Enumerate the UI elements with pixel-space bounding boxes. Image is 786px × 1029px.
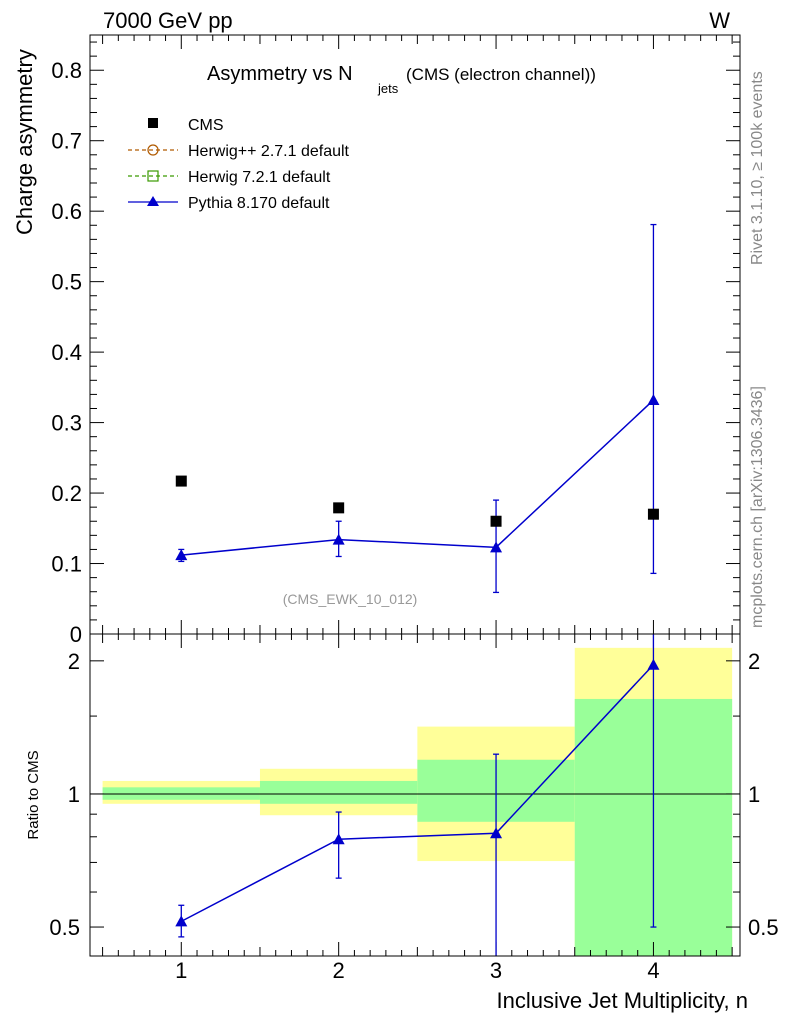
- xtick-label-1: 1: [175, 958, 187, 983]
- ratio-ytick-label-right-3: 2: [748, 649, 760, 674]
- pythia-point-3: [490, 541, 503, 553]
- legend: CMS Herwig++ 2.7.1 default Herwig 7.2.1 …: [128, 117, 350, 212]
- legend-marker-herwig7: [147, 170, 159, 182]
- y-axis-label: Charge asymmetry: [12, 49, 37, 235]
- main-ytick-label-7: 0.6: [51, 199, 82, 224]
- main-ytick-label-4: 0.3: [51, 411, 82, 436]
- legend-marker-cms: [148, 118, 158, 128]
- main-ytick-label-6: 0.5: [51, 270, 82, 295]
- ratio-band-inner-2: [259, 780, 418, 804]
- analysis-watermark: (CMS_EWK_10_012): [283, 591, 418, 607]
- legend-label-herwigpp: Herwig++ 2.7.1 default: [188, 143, 350, 160]
- ratio-pythia-line: [180, 664, 654, 923]
- main-ytick-label-1: 0: [70, 622, 82, 647]
- legend-marker-herwigpp: [147, 144, 159, 156]
- pythia-point-2: [332, 533, 345, 545]
- ratio-frame: [89, 633, 741, 957]
- ratio-ytick-label-left-2: 1: [68, 782, 80, 807]
- title-main: Asymmetry vs N: [207, 63, 353, 85]
- ratio-y-axis-label: Ratio to CMS: [25, 750, 42, 839]
- title-suffix: (CMS (electron channel)): [406, 65, 596, 84]
- pythia-point-4: [647, 394, 660, 406]
- main-ytick-label-2: 0.1: [51, 552, 82, 577]
- legend-item-pythia: Pythia 8.170 default: [128, 195, 330, 212]
- title-subscript: jets: [377, 81, 399, 96]
- mcplots-reference-label: mcplots.cern.ch [arXiv:1306.3436]: [749, 386, 766, 628]
- main-ytick-label-8: 0.7: [51, 129, 82, 154]
- energy-label: 7000 GeV pp: [103, 8, 233, 33]
- legend-label-pythia: Pythia 8.170 default: [188, 195, 330, 212]
- legend-item-herwig7: Herwig 7.2.1 default: [128, 169, 331, 186]
- ratio-pythia-point-3: [490, 827, 503, 839]
- xtick-label-4: 4: [647, 958, 659, 983]
- legend-label-herwig7: Herwig 7.2.1 default: [188, 169, 331, 186]
- x-axis-label: Inclusive Jet Multiplicity, n: [497, 988, 748, 1013]
- rivet-version-label: Rivet 3.1.10, ≥ 100k events: [749, 71, 766, 265]
- ratio-panel: 0.5 0.5 1 1 2 2 1 2 3 4: [49, 633, 779, 983]
- pythia-line: [181, 399, 654, 556]
- main-ytick-label-3: 0.2: [51, 481, 82, 506]
- main-ytick-label-5: 0.4: [51, 340, 82, 365]
- legend-label-cms: CMS: [188, 117, 224, 134]
- ratio-ytick-label-left-1: 0.5: [49, 915, 80, 940]
- legend-marker-pythia: [147, 196, 159, 206]
- chart-title: Asymmetry vs N jets (CMS (electron chann…: [207, 63, 596, 96]
- cms-data-point-4: [647, 508, 659, 520]
- ratio-ytick-label-right-1: 0.5: [748, 915, 779, 940]
- ratio-ytick-label-left-3: 2: [68, 649, 80, 674]
- cms-data-point-1: [175, 475, 187, 487]
- ratio-pythia-point-1: [175, 915, 188, 927]
- legend-item-herwigpp: Herwig++ 2.7.1 default: [128, 143, 350, 160]
- pythia-point-1: [175, 549, 188, 561]
- xtick-label-3: 3: [490, 958, 502, 983]
- ratio-ytick-label-right-2: 1: [748, 782, 760, 807]
- main-ytick-label-9: 0.8: [51, 58, 82, 83]
- ratio-pythia-point-2: [332, 833, 345, 845]
- xtick-label-2: 2: [333, 958, 345, 983]
- ratio-pythia-point-4: [647, 658, 660, 670]
- legend-item-cms: CMS: [148, 117, 224, 134]
- cms-data-point-2: [333, 502, 345, 514]
- cms-data-point-3: [490, 515, 502, 527]
- process-label: W: [709, 8, 730, 33]
